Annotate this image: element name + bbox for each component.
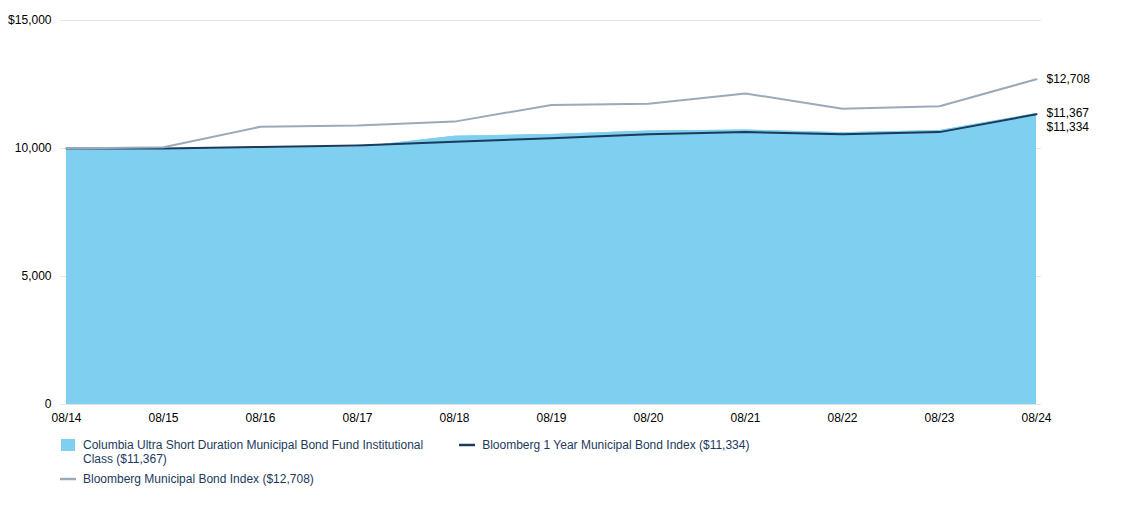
svg-text:08/21: 08/21 (730, 411, 760, 425)
svg-text:08/17: 08/17 (342, 411, 372, 425)
svg-text:10,000: 10,000 (15, 141, 52, 155)
svg-text:$11,367: $11,367 (1047, 106, 1090, 120)
svg-text:0: 0 (45, 397, 52, 411)
html-text:Bloomberg 1 Year Municipal Bon: Bloomberg 1 Year Municipal Bond Index ($… (482, 438, 750, 452)
svg-text:$12,708: $12,708 (1047, 72, 1091, 86)
svg-text:$15,000: $15,000 (8, 13, 52, 27)
svg-text:08/14: 08/14 (51, 411, 81, 425)
svg-text:08/22: 08/22 (827, 411, 857, 425)
html-text:Columbia Ultra Short Duration: Columbia Ultra Short Duration Municipal … (83, 438, 424, 466)
svg-text:08/19: 08/19 (536, 411, 566, 425)
svg-text:08/18: 08/18 (439, 411, 469, 425)
html-text:Bloomberg Municipal Bond Index: Bloomberg Municipal Bond Index ($12,708) (83, 472, 314, 486)
svg-text:08/16: 08/16 (245, 411, 275, 425)
svg-text:08/24: 08/24 (1021, 411, 1051, 425)
svg-text:08/20: 08/20 (633, 411, 663, 425)
svg-text:08/23: 08/23 (924, 411, 954, 425)
svg-text:08/15: 08/15 (148, 411, 178, 425)
svg-text:5,000: 5,000 (21, 269, 51, 283)
svg-text:$11,334: $11,334 (1047, 120, 1090, 134)
